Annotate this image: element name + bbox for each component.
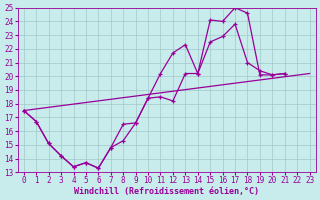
X-axis label: Windchill (Refroidissement éolien,°C): Windchill (Refroidissement éolien,°C) xyxy=(74,187,259,196)
